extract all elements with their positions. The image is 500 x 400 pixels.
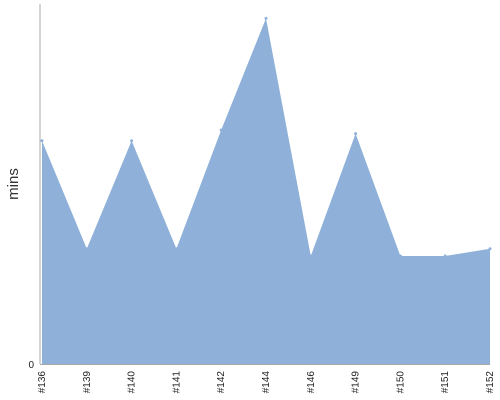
y-axis-label: mins <box>5 168 22 200</box>
x-tick-label: #152 <box>485 371 496 394</box>
x-tick-label: #150 <box>395 371 406 394</box>
data-point <box>85 247 89 251</box>
data-point <box>219 128 223 132</box>
x-tick-label: #141 <box>171 371 182 394</box>
y-tick-label: 0 <box>28 360 34 371</box>
x-tick-label: #139 <box>82 371 93 394</box>
area-series <box>42 18 490 365</box>
data-point <box>309 254 313 258</box>
data-point <box>130 139 134 143</box>
area-layer <box>40 16 492 365</box>
data-point <box>398 254 402 258</box>
data-point <box>354 132 358 136</box>
x-tick-label: #146 <box>306 371 317 394</box>
data-point <box>488 247 492 251</box>
x-tick-label: #140 <box>127 371 138 394</box>
y-tick-labels: 0 <box>28 360 34 371</box>
data-point <box>174 247 178 251</box>
x-tick-labels: #136 #139 #140 #141 #142 #144 #146 #149 #150 #151… <box>37 371 496 394</box>
x-tick-label: #151 <box>440 371 451 394</box>
data-point <box>264 16 268 20</box>
x-tick-label: #142 <box>216 371 227 394</box>
data-point <box>40 139 44 143</box>
data-point <box>443 254 447 258</box>
x-tick-label: #149 <box>351 371 362 394</box>
x-tick-label: #144 <box>261 371 272 394</box>
x-tick-label: #136 <box>37 371 48 394</box>
